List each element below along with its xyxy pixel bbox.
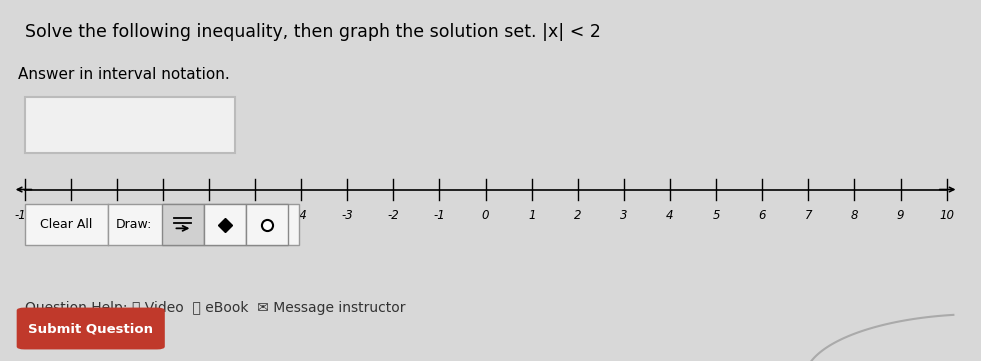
Text: Answer in interval notation.: Answer in interval notation. [18, 67, 230, 82]
FancyBboxPatch shape [25, 204, 108, 245]
Text: -9: -9 [65, 209, 77, 222]
Text: -4: -4 [295, 209, 307, 222]
FancyBboxPatch shape [25, 97, 235, 153]
Text: -7: -7 [157, 209, 169, 222]
Text: 8: 8 [851, 209, 858, 222]
Text: 4: 4 [666, 209, 674, 222]
Text: -3: -3 [341, 209, 353, 222]
Text: 5: 5 [712, 209, 720, 222]
Text: 3: 3 [620, 209, 628, 222]
Text: -8: -8 [111, 209, 123, 222]
Text: 0: 0 [482, 209, 490, 222]
Text: Question Help:: Question Help: [25, 301, 131, 316]
FancyBboxPatch shape [246, 204, 288, 245]
Text: 9: 9 [897, 209, 904, 222]
Text: 2: 2 [574, 209, 582, 222]
Text: 10: 10 [939, 209, 955, 222]
FancyBboxPatch shape [162, 204, 204, 245]
Text: 📄 Video  📄 eBook  ✉ Message instructor: 📄 Video 📄 eBook ✉ Message instructor [132, 301, 406, 316]
Text: -10: -10 [15, 209, 34, 222]
Text: Solve the following inequality, then graph the solution set. |x| < 2: Solve the following inequality, then gra… [25, 23, 600, 42]
Text: 7: 7 [804, 209, 812, 222]
Text: 1: 1 [528, 209, 536, 222]
Text: Clear All: Clear All [40, 218, 92, 231]
Text: -2: -2 [387, 209, 399, 222]
FancyBboxPatch shape [17, 308, 165, 349]
FancyBboxPatch shape [108, 204, 299, 245]
Text: 6: 6 [758, 209, 766, 222]
Text: -6: -6 [203, 209, 215, 222]
Text: Submit Question: Submit Question [28, 322, 153, 335]
Text: -1: -1 [434, 209, 445, 222]
FancyBboxPatch shape [204, 204, 246, 245]
Text: -5: -5 [249, 209, 261, 222]
Text: Draw:: Draw: [116, 218, 152, 231]
